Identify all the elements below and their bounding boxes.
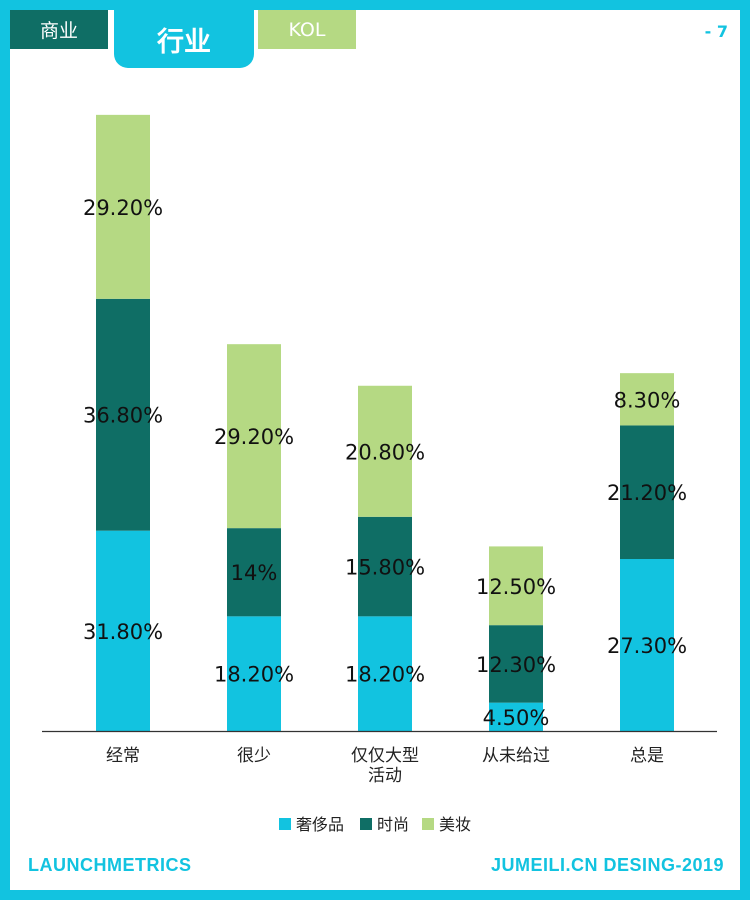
data-label: 4.50% (483, 706, 550, 730)
stacked-bar-chart: 31.80% 36.80% 29.20% 经常 18.20% 14% 29.20% 很少 18.… (42, 114, 717, 834)
data-label: 20.80% (345, 440, 425, 464)
bar-segment (227, 528, 281, 617)
data-label: 12.30% (476, 653, 556, 677)
bar-segment (358, 516, 412, 617)
legend-label: 奢侈品 (296, 815, 344, 834)
data-label: 18.20% (214, 663, 294, 687)
data-label: 31.80% (83, 620, 163, 644)
category-label: 从未给过 (482, 746, 550, 766)
category-label: 很少 (237, 746, 271, 766)
bar-segment (620, 425, 674, 560)
legend-swatch (360, 818, 372, 830)
data-label: 29.20% (214, 425, 294, 449)
data-label: 8.30% (614, 388, 681, 412)
data-label: 15.80% (345, 556, 425, 580)
footer-brand: LAUNCHMETRICS (28, 855, 192, 875)
legend-swatch (279, 818, 291, 830)
tab-industry[interactable]: 行业 (114, 10, 254, 68)
bar-segment (489, 625, 543, 703)
bar-segment (620, 559, 674, 731)
category-label: 总是 (630, 746, 664, 766)
bar-segment (227, 344, 281, 529)
data-label: 12.50% (476, 575, 556, 599)
category-label: 仅仅大型 (351, 746, 419, 766)
legend-label: 时尚 (377, 815, 409, 834)
legend-label: 美妆 (439, 815, 471, 834)
bar-segment (96, 530, 150, 731)
data-label: 14% (231, 561, 278, 585)
bar-segment (96, 114, 150, 299)
bar-segment (489, 702, 543, 731)
footer-credit: JUMEILI.CN DESING-2019 (490, 855, 724, 875)
data-label: 21.20% (607, 481, 687, 505)
tab-kol[interactable]: KOL (258, 10, 356, 49)
legend-swatch (422, 818, 434, 830)
bar-segment (489, 546, 543, 626)
category-label: 活动 (368, 766, 402, 786)
tab-business[interactable]: 商业 (10, 10, 108, 49)
slide-panel: 商业 行业 KOL - 7 31.80% 36.80% 29.20% 经常 18.20%… (10, 10, 740, 890)
bar-segment (227, 616, 281, 731)
data-label: 36.80% (83, 404, 163, 428)
data-label: 18.20% (345, 663, 425, 687)
bar-segment (96, 298, 150, 531)
data-label: 29.20% (83, 196, 163, 220)
bar-segment (358, 616, 412, 731)
page-number: - 7 (704, 22, 728, 41)
bar-segment (620, 373, 674, 426)
category-label: 经常 (106, 746, 140, 766)
data-label: 27.30% (607, 634, 687, 658)
bar-segment (358, 385, 412, 517)
